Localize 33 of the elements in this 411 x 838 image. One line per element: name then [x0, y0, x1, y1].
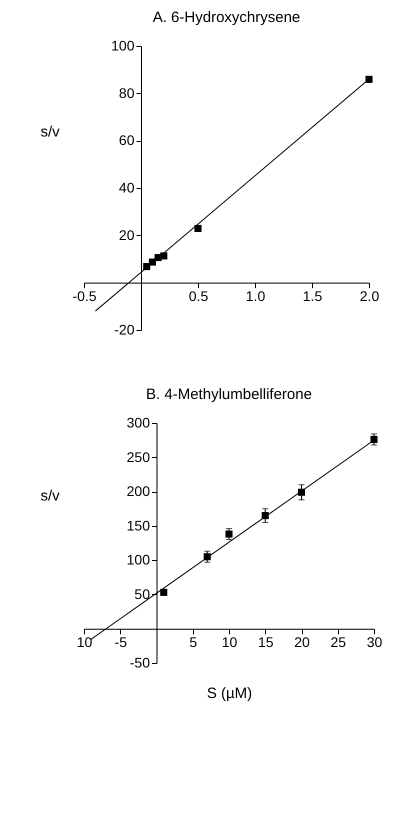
chart-title: B. 4-Methylumbelliferone	[146, 386, 312, 403]
y-tick-label: 60	[118, 132, 135, 148]
y-tick-label: 100	[111, 38, 135, 54]
y-tick-label: 300	[126, 414, 150, 430]
x-tick-label: 10	[76, 634, 92, 650]
y-tick-label: 100	[126, 552, 150, 568]
y-tick-label: -50	[130, 654, 150, 670]
x-tick-label: 5	[189, 634, 198, 650]
x-tick-label: 2.0	[360, 288, 380, 304]
chart-title: A. 6-Hydroxychrysene	[152, 9, 300, 26]
y-tick-label: 150	[126, 517, 150, 534]
y-tick-label: 50	[134, 586, 150, 602]
y-tick-label: 40	[118, 180, 135, 196]
x-tick-label: 10	[222, 634, 238, 650]
x-tick-label: -5	[114, 634, 128, 650]
x-tick-label: 30	[366, 634, 382, 650]
y-tick-label: 250	[126, 448, 150, 465]
x-tick-label: 25	[330, 634, 346, 650]
x-tick-label: 1.5	[302, 288, 322, 304]
x-tick-label: -0.5	[72, 288, 97, 304]
x-tick-label: 1.0	[246, 288, 266, 304]
y-axis-title: s/v	[40, 124, 60, 141]
y-tick-label: 200	[126, 483, 150, 500]
y-tick-label: 80	[118, 84, 135, 101]
y-axis-title: s/v	[40, 488, 60, 504]
y-tick-label: -20	[114, 322, 135, 338]
x-axis-title: S (µM)	[206, 685, 252, 702]
x-tick-label: 15	[258, 634, 274, 650]
point	[194, 224, 202, 232]
x-tick-label: 20	[294, 634, 310, 650]
point	[160, 588, 168, 596]
y-tick-label: 20	[118, 226, 135, 243]
x-tick-label: 0.5	[188, 288, 208, 304]
